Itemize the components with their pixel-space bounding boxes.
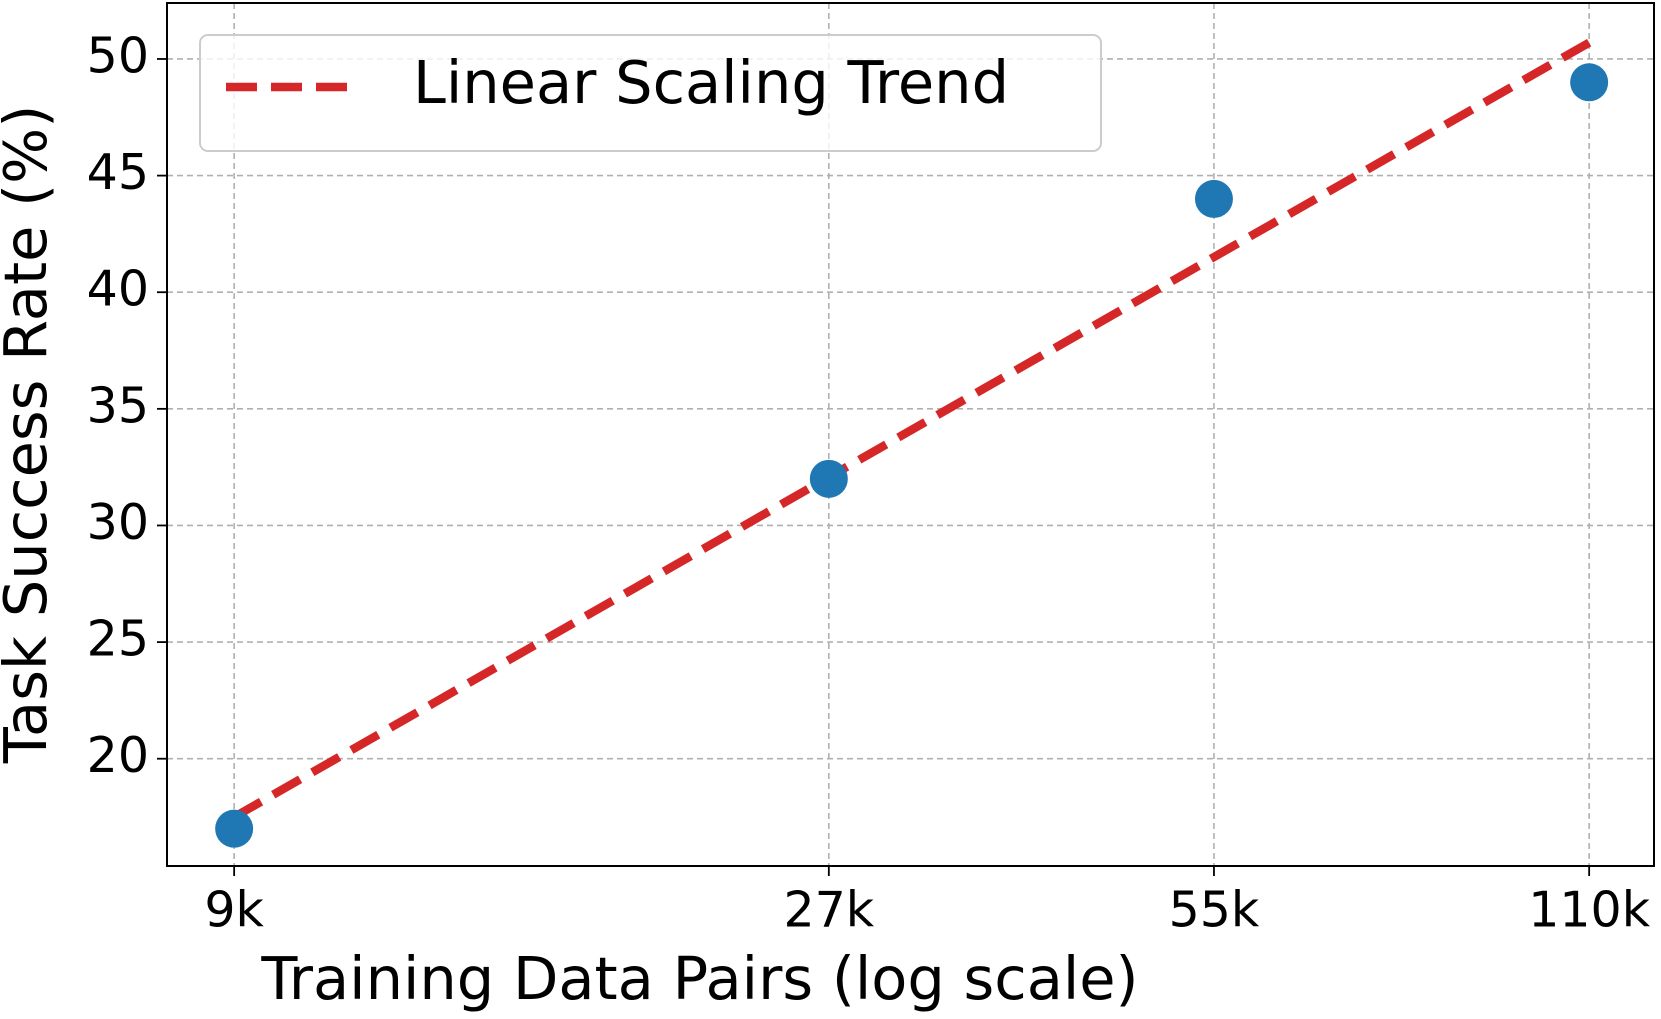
plot-frame <box>166 2 1655 867</box>
y-tick-label: 30 <box>87 494 149 551</box>
x-tick-label: 55k <box>1169 882 1260 939</box>
point <box>1570 63 1609 102</box>
trend-line <box>232 38 1592 821</box>
y-tick-label: 45 <box>87 144 149 201</box>
y-tick-label: 35 <box>87 377 149 434</box>
legend-box <box>199 34 1102 152</box>
x-axis-label: Training Data Pairs (log scale) <box>260 944 1138 1013</box>
x-tick-label: 110k <box>1528 882 1651 939</box>
y-tick-label: 40 <box>87 261 149 318</box>
y-tick-label: 20 <box>87 727 149 784</box>
point <box>1194 179 1233 218</box>
y-tick-label: 25 <box>87 611 149 668</box>
point <box>215 809 254 848</box>
point <box>809 459 848 498</box>
x-tick-label: 27k <box>783 882 874 939</box>
x-tick-label: 9k <box>204 882 264 939</box>
y-tick-label: 50 <box>87 27 149 84</box>
y-axis-label: Task Success Rate (%) <box>0 105 60 764</box>
legend-label: Linear Scaling Trend <box>413 48 1009 117</box>
